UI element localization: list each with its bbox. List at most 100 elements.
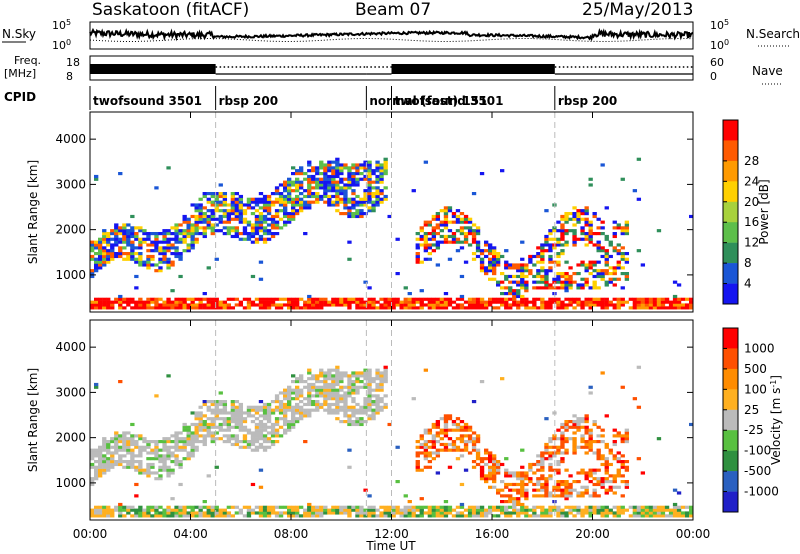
velocity-cell: [198, 514, 203, 518]
velocity-cell: [536, 462, 541, 467]
power-cell: [556, 252, 561, 256]
power-cell: [295, 172, 300, 176]
velocity-cell: [198, 425, 203, 429]
velocity-cell: [685, 514, 690, 518]
power-cell: [459, 229, 465, 233]
velocity-cell: [110, 454, 115, 458]
power-cell: [676, 303, 682, 307]
velocity-cell: [182, 442, 187, 447]
power-cell: [230, 229, 236, 233]
velocity-cell: [435, 422, 441, 427]
power-cell: [146, 300, 151, 304]
velocity-cell: [106, 514, 111, 518]
power-cell: [423, 246, 429, 250]
velocity-cell: [166, 465, 171, 469]
power-cell: [552, 237, 557, 241]
power-cell: [524, 269, 529, 273]
power-cell: [319, 183, 324, 187]
y-tick-label: 1000: [55, 476, 86, 490]
power-cell: [266, 232, 272, 236]
power-cell: [262, 203, 268, 207]
velocity-cell: [174, 434, 179, 438]
velocity-cell: [307, 411, 312, 415]
power-cell: [98, 249, 103, 253]
velocity-cell: [327, 388, 332, 392]
velocity-cell: [114, 442, 119, 447]
velocity-cell: [122, 505, 127, 509]
velocity-cell: [234, 505, 240, 509]
power-cell: [475, 226, 481, 230]
velocity-cell: [138, 437, 143, 441]
velocity-cell: [98, 468, 103, 472]
velocity-cell: [194, 431, 199, 435]
power-cell: [439, 306, 445, 310]
power-cell: [194, 223, 199, 227]
power-cell: [166, 237, 171, 241]
velocity-cell: [584, 491, 589, 495]
power-cell: [479, 297, 485, 301]
velocity-cell: [218, 425, 223, 429]
power-cell: [114, 223, 119, 227]
velocity-cell: [423, 442, 429, 447]
power-cell: [158, 252, 163, 256]
power-cell: [395, 300, 400, 304]
power-cell: [202, 303, 207, 307]
power-cell: [311, 169, 316, 173]
power-cell: [640, 263, 646, 267]
velocity-cell: [246, 514, 252, 518]
power-cell: [126, 223, 131, 227]
power-cell: [347, 257, 352, 261]
power-cell: [484, 243, 489, 247]
power-colorbar-tick-label: 16: [744, 215, 759, 229]
velocity-cell: [520, 465, 525, 469]
velocity-cell: [496, 462, 501, 467]
velocity-cell: [287, 514, 292, 518]
velocity-cell: [363, 514, 368, 518]
velocity-cell: [451, 442, 457, 447]
power-cell: [202, 212, 207, 216]
power-cell: [455, 229, 461, 233]
power-cell: [206, 297, 211, 301]
power-cell: [672, 300, 678, 304]
power-cell: [262, 300, 268, 304]
velocity-cell: [274, 511, 280, 515]
power-cell: [371, 206, 376, 210]
velocity-cell: [178, 460, 183, 464]
velocity-cell: [371, 388, 376, 392]
velocity-cell: [560, 442, 565, 447]
power-cell: [475, 232, 481, 236]
velocity-cell: [311, 400, 316, 404]
power-cell: [202, 306, 207, 310]
velocity-cell: [238, 428, 244, 432]
velocity-cell: [367, 414, 372, 418]
power-cell: [230, 226, 236, 230]
power-cell: [628, 306, 634, 310]
velocity-cell: [544, 514, 549, 518]
velocity-cell: [664, 514, 670, 518]
velocity-cell: [182, 511, 187, 515]
velocity-cell: [262, 414, 268, 418]
velocity-cell: [524, 514, 529, 518]
velocity-cell: [500, 488, 505, 492]
velocity-cell: [122, 434, 127, 438]
power-cell: [355, 163, 360, 167]
power-cell: [202, 206, 207, 210]
velocity-cell: [287, 385, 292, 389]
power-cell: [568, 277, 573, 281]
velocity-cell: [222, 422, 228, 427]
velocity-cell: [98, 511, 103, 515]
velocity-cell: [560, 460, 565, 464]
velocity-cell: [524, 474, 529, 478]
power-cell: [246, 200, 252, 204]
velocity-cell: [564, 482, 569, 487]
velocity-cell: [516, 511, 521, 515]
power-cell: [395, 237, 400, 241]
power-cell: [190, 240, 195, 244]
power-cell: [455, 306, 461, 310]
power-cell: [270, 203, 276, 207]
power-cell: [234, 217, 240, 221]
power-cell: [431, 300, 437, 304]
velocity-cell: [576, 428, 581, 432]
velocity-cell: [516, 488, 521, 492]
power-cell: [347, 186, 352, 190]
